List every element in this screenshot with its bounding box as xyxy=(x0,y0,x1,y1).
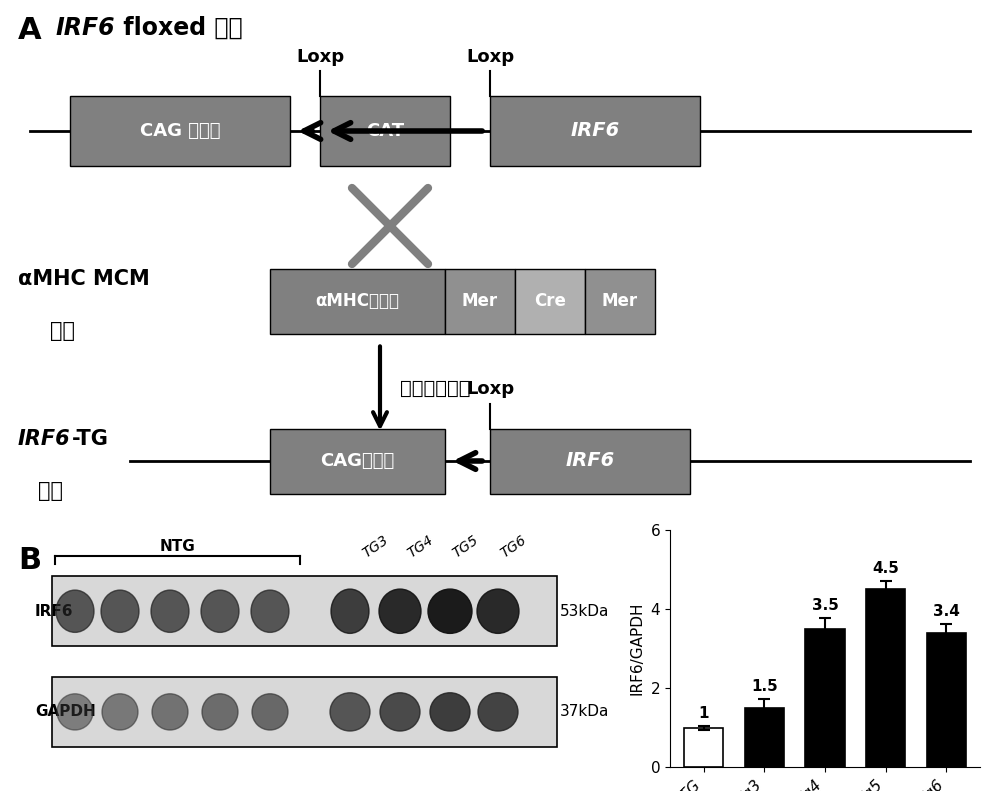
Text: CAT: CAT xyxy=(366,122,404,140)
Text: 小鼠: 小鼠 xyxy=(38,481,63,501)
FancyBboxPatch shape xyxy=(70,96,290,166)
FancyBboxPatch shape xyxy=(52,676,557,747)
Text: 53kDa: 53kDa xyxy=(560,604,609,619)
Text: TG5: TG5 xyxy=(450,533,481,561)
Text: 4.5: 4.5 xyxy=(872,561,899,576)
Ellipse shape xyxy=(331,589,369,634)
Ellipse shape xyxy=(101,590,139,632)
Text: IRF6: IRF6 xyxy=(18,429,71,449)
Text: IRF6: IRF6 xyxy=(565,452,615,471)
Ellipse shape xyxy=(151,590,189,632)
Text: 1: 1 xyxy=(699,706,709,721)
FancyBboxPatch shape xyxy=(320,96,450,166)
Ellipse shape xyxy=(57,694,93,730)
Text: αMHC MCM: αMHC MCM xyxy=(18,269,150,289)
Ellipse shape xyxy=(252,694,288,730)
Text: IRF6: IRF6 xyxy=(35,604,74,619)
FancyBboxPatch shape xyxy=(490,429,690,494)
Ellipse shape xyxy=(102,694,138,730)
Text: CAG启动子: CAG启动子 xyxy=(320,452,395,470)
Ellipse shape xyxy=(330,693,370,731)
Text: A: A xyxy=(18,16,42,45)
Ellipse shape xyxy=(201,590,239,632)
FancyBboxPatch shape xyxy=(445,268,515,334)
Bar xyxy=(805,629,845,767)
Ellipse shape xyxy=(477,589,519,634)
FancyBboxPatch shape xyxy=(490,96,700,166)
Text: B: B xyxy=(18,546,41,575)
Text: TG4: TG4 xyxy=(405,533,436,561)
Text: 他莫昔芬处理: 他莫昔芬处理 xyxy=(400,379,471,398)
Text: NTG: NTG xyxy=(160,539,195,554)
FancyBboxPatch shape xyxy=(515,268,585,334)
Text: IRF6: IRF6 xyxy=(570,122,620,141)
Y-axis label: IRF6/GAPDH: IRF6/GAPDH xyxy=(630,602,645,695)
FancyBboxPatch shape xyxy=(585,268,655,334)
Bar xyxy=(745,708,784,767)
Text: IRF6: IRF6 xyxy=(55,16,115,40)
Text: αMHC启动子: αMHC启动子 xyxy=(316,292,400,310)
Text: CAG 启动子: CAG 启动子 xyxy=(140,122,220,140)
Text: TG6: TG6 xyxy=(498,533,529,561)
Ellipse shape xyxy=(379,589,421,634)
Text: 1.5: 1.5 xyxy=(751,679,778,694)
Text: Mer: Mer xyxy=(602,292,638,310)
Text: Mer: Mer xyxy=(462,292,498,310)
Text: TG3: TG3 xyxy=(360,533,391,561)
Bar xyxy=(927,633,966,767)
Bar xyxy=(866,589,905,767)
Text: 3.5: 3.5 xyxy=(812,598,838,613)
Text: Loxp: Loxp xyxy=(466,380,514,399)
Text: 3.4: 3.4 xyxy=(933,604,960,619)
Ellipse shape xyxy=(202,694,238,730)
Text: Cre: Cre xyxy=(534,292,566,310)
Ellipse shape xyxy=(251,590,289,632)
Text: 37kDa: 37kDa xyxy=(560,705,609,719)
Text: Loxp: Loxp xyxy=(466,48,514,66)
Ellipse shape xyxy=(428,589,472,634)
Text: 小鼠: 小鼠 xyxy=(50,321,75,341)
Ellipse shape xyxy=(430,693,470,731)
Text: floxed 小鼠: floxed 小鼠 xyxy=(115,16,243,40)
Text: GAPDH: GAPDH xyxy=(35,705,96,719)
Text: -TG: -TG xyxy=(72,429,109,449)
Bar xyxy=(684,728,723,767)
Ellipse shape xyxy=(478,693,518,731)
Text: Loxp: Loxp xyxy=(296,48,344,66)
FancyBboxPatch shape xyxy=(270,268,445,334)
FancyBboxPatch shape xyxy=(270,429,445,494)
Ellipse shape xyxy=(56,590,94,632)
FancyBboxPatch shape xyxy=(52,576,557,646)
Ellipse shape xyxy=(152,694,188,730)
Ellipse shape xyxy=(380,693,420,731)
